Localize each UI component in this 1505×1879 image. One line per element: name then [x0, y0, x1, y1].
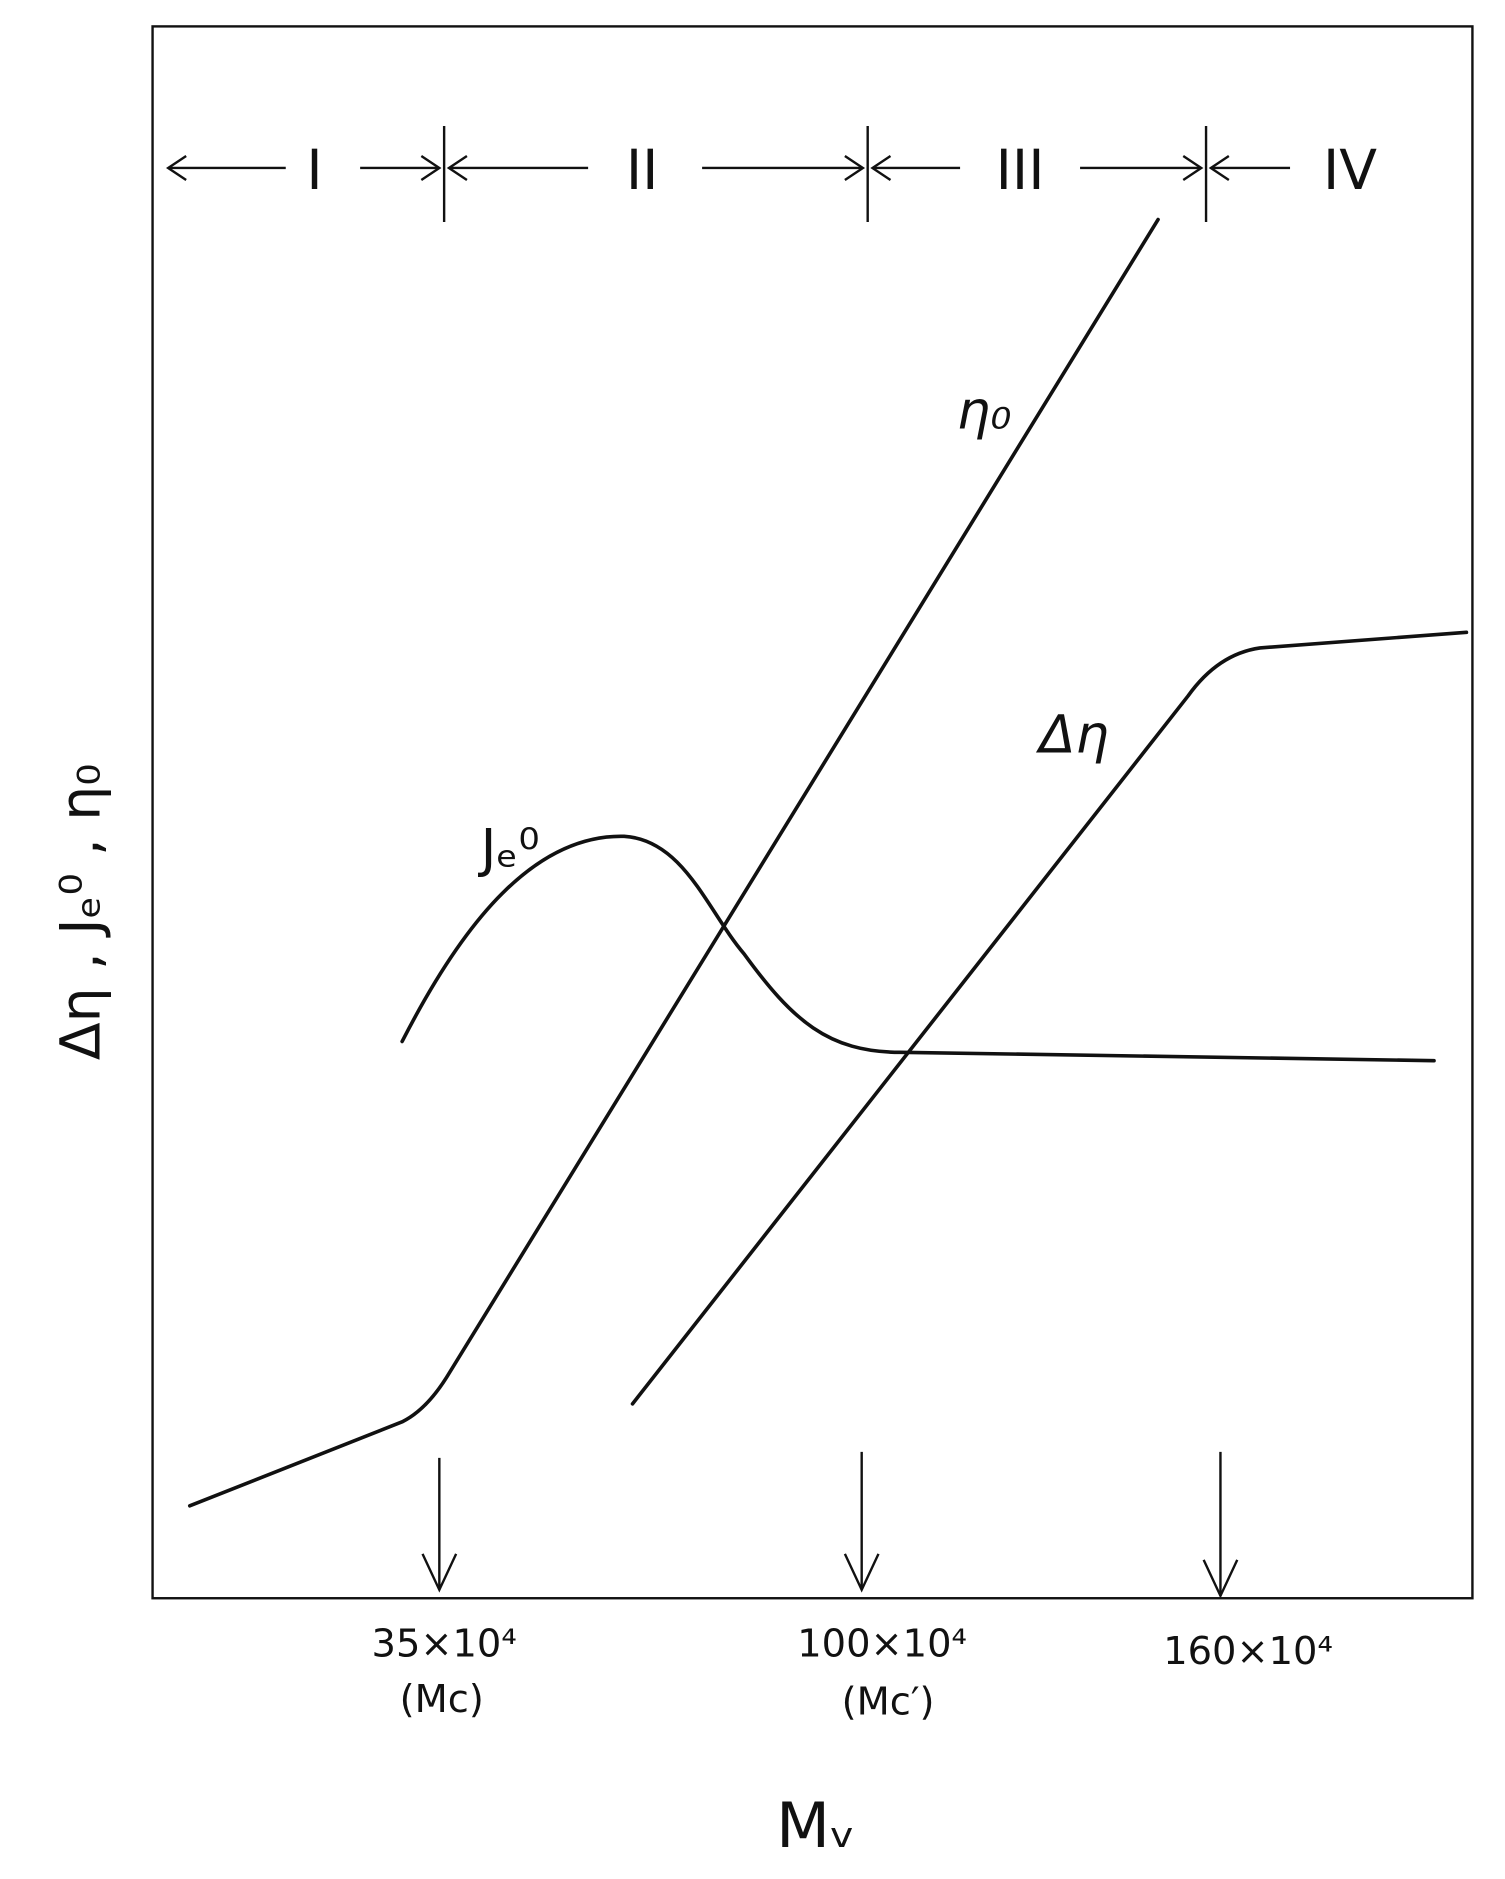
region-label: I [306, 139, 322, 203]
marker-label: 100×10⁴ [797, 1622, 967, 1667]
delta-eta-curve [630, 630, 1469, 1406]
region-label: IV [1323, 139, 1377, 203]
y-axis-label: Δη , Jₑ⁰ , η₀ [49, 764, 113, 1061]
curve-label: Jₑ⁰ [478, 819, 540, 880]
curve-label: Δη [1035, 705, 1109, 766]
region-label: II [626, 139, 659, 203]
marker-label: 160×10⁴ [1163, 1629, 1333, 1674]
marker-note: (Mc′) [842, 1679, 935, 1724]
marker-arrows [421, 1451, 1239, 1599]
marker-label: 35×10⁴ [372, 1622, 517, 1667]
frame [151, 25, 1474, 1600]
region-dividers [442, 125, 1208, 222]
je0-curve [400, 834, 1436, 1063]
eta0-curve [187, 217, 1160, 1508]
region-label: III [996, 139, 1045, 203]
marker-note: (Mc) [400, 1677, 484, 1722]
curve-label: η₀ [957, 381, 1012, 442]
region-arrows [165, 154, 1291, 181]
x-axis-label: Mᵥ [776, 1789, 856, 1862]
